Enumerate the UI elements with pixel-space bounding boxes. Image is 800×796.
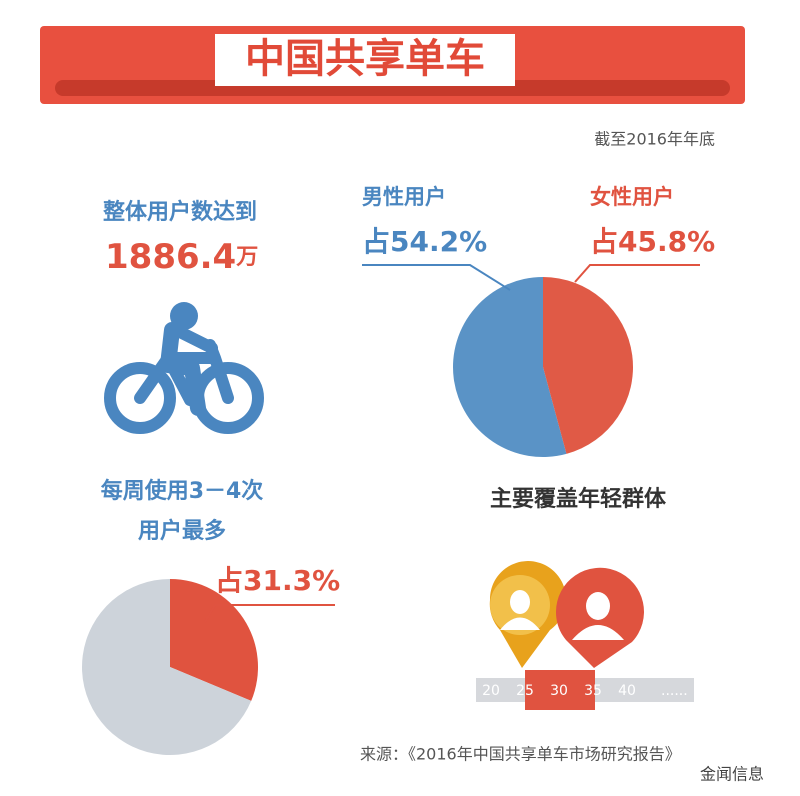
bike-icon (104, 322, 264, 434)
leader-line (574, 264, 700, 283)
leader-line (362, 264, 511, 291)
pie-title: 每周使用3－4次 (101, 478, 264, 504)
users-value: 1886.4 (105, 237, 236, 277)
watermark: 金闻信息 (700, 765, 764, 784)
age-tick: 25 (516, 683, 534, 699)
title-box (215, 34, 515, 86)
legend-label: 女性用户 (590, 185, 674, 209)
title: 中国共享单车 (245, 36, 485, 82)
person-old (572, 592, 624, 640)
pie-slice (82, 579, 252, 755)
age-tick: 40 (618, 683, 636, 699)
age-tick: 35 (584, 683, 602, 699)
age-tick: 20 (482, 683, 500, 699)
source: 来源：《2016年中国共享单车市场研究报告》 (360, 745, 681, 764)
age-tick: ...... (661, 683, 688, 699)
age-title: 主要覆盖年轻群体 (490, 486, 667, 512)
age-tick: 30 (550, 683, 568, 699)
users-unit: 万 (235, 245, 258, 270)
pie-slice (452, 277, 567, 457)
rider-head (170, 302, 198, 330)
age-highlight (525, 670, 595, 710)
value-label: 占31.3% (215, 564, 340, 597)
pie-slice (170, 579, 258, 701)
users-line: 1886.4万 (105, 237, 258, 277)
person-young (500, 590, 540, 630)
date-note: 截至2016年年底 (594, 130, 715, 149)
value-label: 占45.8% (590, 225, 715, 258)
value-label: 占54.2% (362, 225, 487, 258)
legend-label: 男性用户 (362, 185, 446, 209)
pie-title: 用户最多 (138, 518, 226, 544)
users-caption: 整体用户数达到 (103, 199, 257, 225)
pie-slice (543, 277, 633, 454)
leader-line (204, 604, 335, 623)
